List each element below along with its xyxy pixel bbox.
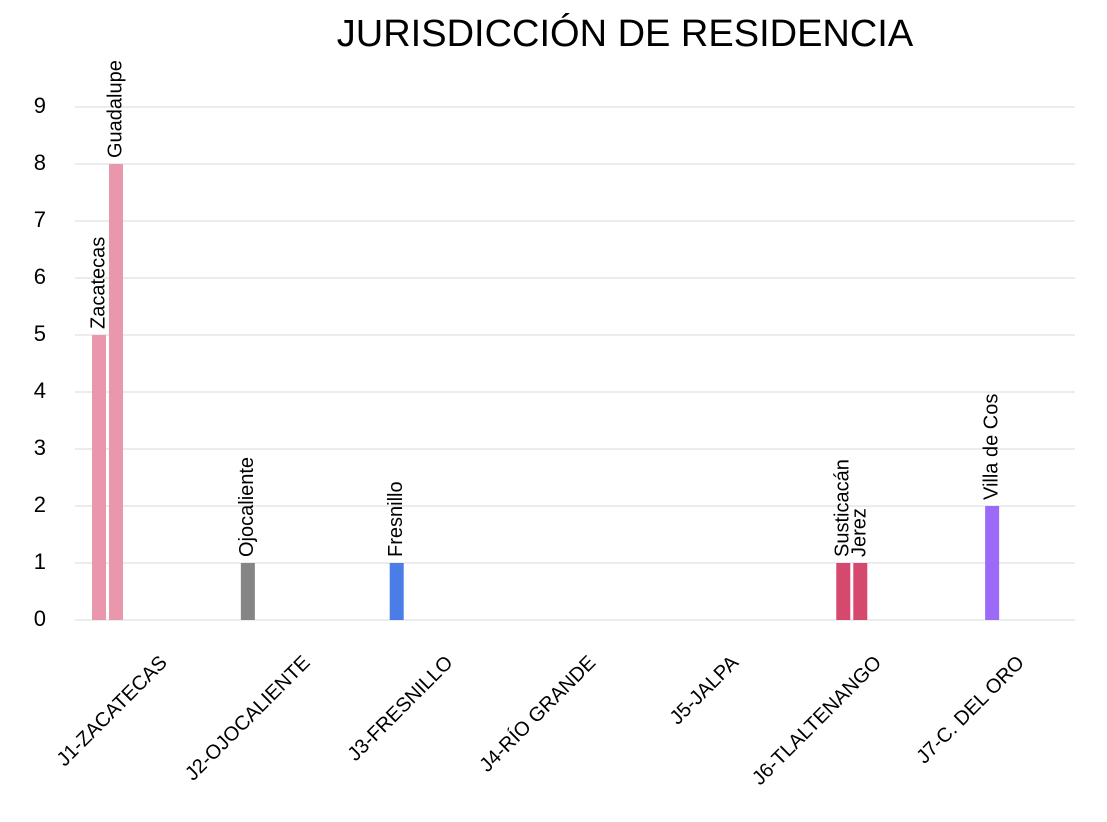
y-tick-label: 3 xyxy=(34,435,46,460)
chart-title: JURISDICCIÓN DE RESIDENCIA xyxy=(337,12,914,55)
bar xyxy=(92,335,106,620)
y-tick-label: 1 xyxy=(34,549,46,574)
x-tick-label: J6-TLALTENANGO xyxy=(748,652,886,790)
x-tick-label: J7-C. DEL ORO xyxy=(912,652,1028,768)
y-tick-label: 0 xyxy=(34,606,46,631)
bar xyxy=(109,164,123,620)
y-tick-label: 8 xyxy=(34,150,46,175)
x-tick-label: J5-JALPA xyxy=(666,651,744,729)
bar-label: Guadalupe xyxy=(104,60,126,158)
bar xyxy=(985,506,1000,620)
y-tick-label: 6 xyxy=(34,264,46,289)
y-tick-label: 9 xyxy=(34,93,46,118)
y-tick-label: 4 xyxy=(34,378,46,403)
bar-label: Fresnillo xyxy=(385,481,407,557)
bar-label: Susticacán xyxy=(832,459,854,557)
bar-label: Ojocaliente xyxy=(236,457,258,557)
y-tick-label: 7 xyxy=(34,207,46,232)
x-tick-label: J2-OJOCALIENTE xyxy=(181,652,314,785)
bar-label: Villa de Cos xyxy=(980,394,1002,500)
bar xyxy=(240,563,255,620)
bar-label: Jerez xyxy=(849,508,871,557)
x-tick-label: J1-ZACATECAS xyxy=(53,652,172,771)
x-tick-label: J3-FRESNILLO xyxy=(344,652,458,766)
bar xyxy=(836,563,851,620)
bar-label: Zacatecas xyxy=(87,237,109,329)
bar xyxy=(389,563,404,620)
y-tick-label: 2 xyxy=(34,492,46,517)
y-tick-label: 5 xyxy=(34,321,46,346)
bar xyxy=(853,563,868,620)
x-tick-label: J4-RÍO GRANDE xyxy=(475,651,600,776)
